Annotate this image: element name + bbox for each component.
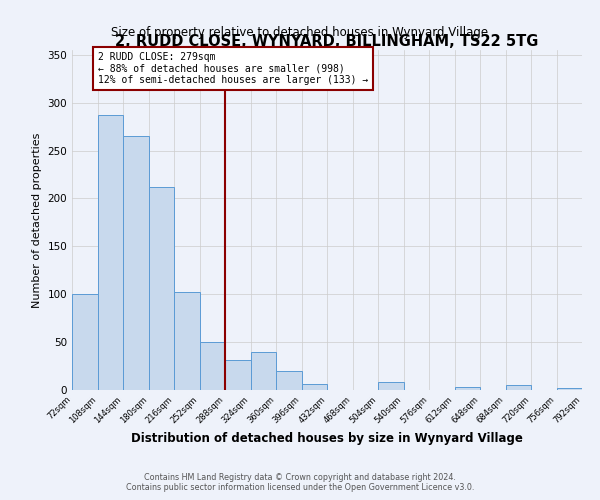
Bar — [557, 388, 582, 390]
Bar — [251, 352, 276, 390]
Bar — [455, 387, 480, 390]
Bar — [72, 294, 97, 390]
Text: Contains HM Land Registry data © Crown copyright and database right 2024.
Contai: Contains HM Land Registry data © Crown c… — [126, 473, 474, 492]
Title: 2, RUDD CLOSE, WYNYARD, BILLINGHAM, TS22 5TG: 2, RUDD CLOSE, WYNYARD, BILLINGHAM, TS22… — [115, 34, 539, 49]
Bar — [302, 384, 327, 390]
Bar — [149, 187, 174, 390]
Text: Size of property relative to detached houses in Wynyard Village: Size of property relative to detached ho… — [112, 26, 488, 39]
Text: 2 RUDD CLOSE: 279sqm
← 88% of detached houses are smaller (998)
12% of semi-deta: 2 RUDD CLOSE: 279sqm ← 88% of detached h… — [97, 52, 368, 85]
Bar — [276, 371, 302, 390]
Bar — [199, 342, 225, 390]
Bar — [378, 382, 404, 390]
Bar — [123, 136, 149, 390]
Y-axis label: Number of detached properties: Number of detached properties — [32, 132, 42, 308]
X-axis label: Distribution of detached houses by size in Wynyard Village: Distribution of detached houses by size … — [131, 432, 523, 445]
Bar — [225, 360, 251, 390]
Bar — [174, 292, 199, 390]
Bar — [97, 115, 123, 390]
Bar — [505, 385, 531, 390]
